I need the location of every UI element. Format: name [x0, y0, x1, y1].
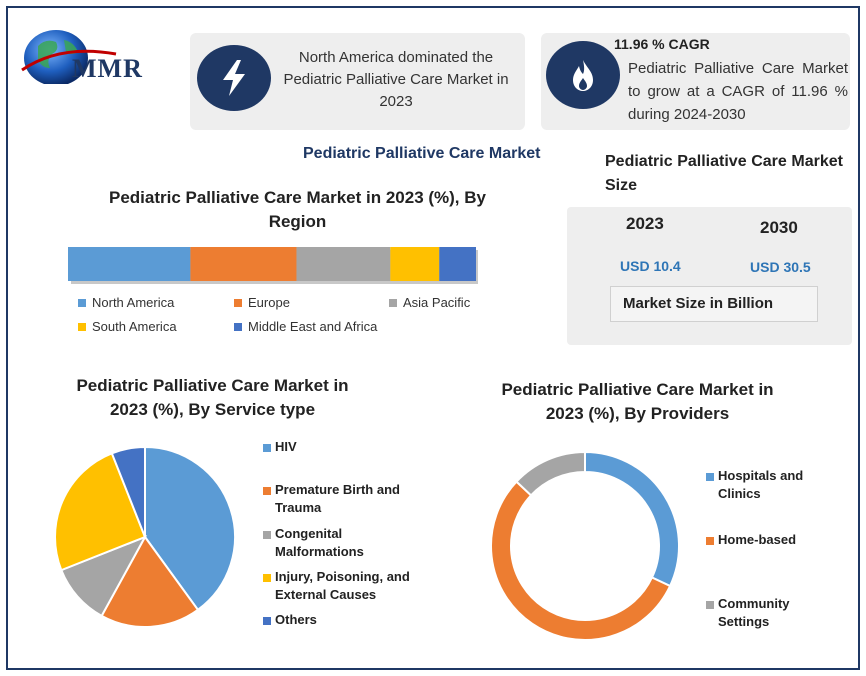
bar-segment-europe: [190, 247, 297, 281]
legend-swatch: [706, 537, 714, 545]
bar-segment-north-america: [68, 247, 191, 281]
globe-icon: [21, 30, 117, 86]
market-size-value-2023: USD 10.4: [620, 258, 681, 274]
legend-swatch: [706, 601, 714, 609]
legend-item-premature-birth-and-trauma: Premature Birth and Trauma: [263, 481, 423, 517]
market-size-title: Pediatric Palliative Care Market Size: [605, 153, 843, 194]
legend-swatch: [234, 298, 242, 307]
legend-item-south-america: South America: [78, 319, 177, 334]
legend-label: Community Settings: [718, 596, 790, 629]
legend-item-hospitals-and-clinics: Hospitals and Clinics: [706, 467, 816, 503]
legend-label: Others: [275, 612, 317, 627]
region-stacked-bar: [68, 247, 478, 284]
bar-segment-middle-east-and-africa: [439, 247, 476, 281]
bar-segment-south-america: [390, 247, 440, 281]
legend-item-injury-poisoning-and-external-causes: Injury, Poisoning, and External Causes: [263, 568, 423, 604]
legend-item-others: Others: [263, 611, 423, 629]
slice-hiv: [144, 445, 236, 612]
legend-item-community-settings: Community Settings: [706, 595, 816, 631]
legend-swatch: [706, 473, 714, 481]
region-chart-title: Pediatric Palliative Care Market in 2023…: [108, 188, 486, 231]
service-type-pie: [54, 445, 236, 628]
legend-item-middle-east-and-africa: Middle East and Africa: [234, 319, 377, 334]
slice-home-based: [490, 480, 672, 641]
lightning-icon: [197, 45, 271, 111]
info-box-region-text: North America dominated the Pediatric Pa…: [283, 49, 509, 110]
legend-label: Premature Birth and Trauma: [275, 482, 400, 515]
legend-item-home-based: Home-based: [706, 531, 816, 549]
flame-icon: [546, 41, 620, 109]
legend-label: Asia Pacific: [403, 295, 471, 310]
legend-swatch: [389, 298, 397, 307]
slice-others: [110, 445, 146, 538]
legend-label: HIV: [275, 439, 297, 454]
legend-swatch: [263, 531, 271, 539]
legend-swatch: [263, 574, 271, 582]
legend-item-asia-pacific: Asia Pacific: [389, 295, 470, 310]
legend-label: Congenital Malformations: [275, 526, 364, 559]
legend-swatch: [78, 298, 86, 307]
legend-swatch: [263, 617, 271, 625]
legend-swatch: [78, 322, 86, 331]
market-size-year-2023: 2023: [626, 214, 664, 233]
market-size-value-2030: USD 30.5: [750, 259, 811, 275]
legend-label: Europe: [248, 295, 290, 310]
legend-item-europe: Europe: [234, 295, 290, 310]
cagr-text: Pediatric Palliative Care Market to grow…: [628, 60, 848, 123]
legend-label: Hospitals and Clinics: [718, 468, 804, 501]
slice-hospitals-and-clinics: [584, 450, 680, 588]
logo: MMR: [20, 24, 180, 86]
cagr-heading: 11.96 % CAGR: [614, 36, 710, 52]
legend-swatch: [263, 444, 271, 452]
legend-label: North America: [92, 295, 175, 310]
legend-swatch: [234, 322, 242, 331]
slice-community-settings: [515, 450, 586, 497]
legend-label: Middle East and Africa: [248, 319, 378, 334]
service-chart-title: Pediatric Palliative Care Market in 2023…: [76, 376, 349, 419]
market-size-unit-label: Market Size in Billion: [610, 286, 818, 322]
providers-chart-title: Pediatric Palliative Care Market in 2023…: [501, 380, 774, 423]
logo-text: MMR: [72, 54, 143, 83]
slice-premature-birth-and-trauma: [100, 535, 200, 628]
providers-donut: [490, 450, 680, 641]
market-size-year-2030: 2030: [760, 218, 798, 237]
legend-item-congenital-malformations: Congenital Malformations: [263, 525, 423, 561]
market-size-box: [567, 207, 852, 345]
legend-item-north-america: North America: [78, 295, 174, 310]
legend-label: Injury, Poisoning, and External Causes: [275, 569, 410, 602]
bar-segment-asia-pacific: [296, 247, 391, 281]
page-title: Pediatric Palliative Care Market: [303, 145, 541, 162]
legend-label: South America: [92, 319, 177, 334]
legend-label: Home-based: [718, 532, 797, 547]
legend-swatch: [263, 487, 271, 495]
outer-frame: [6, 6, 860, 670]
legend-item-hiv: HIV: [263, 438, 423, 456]
